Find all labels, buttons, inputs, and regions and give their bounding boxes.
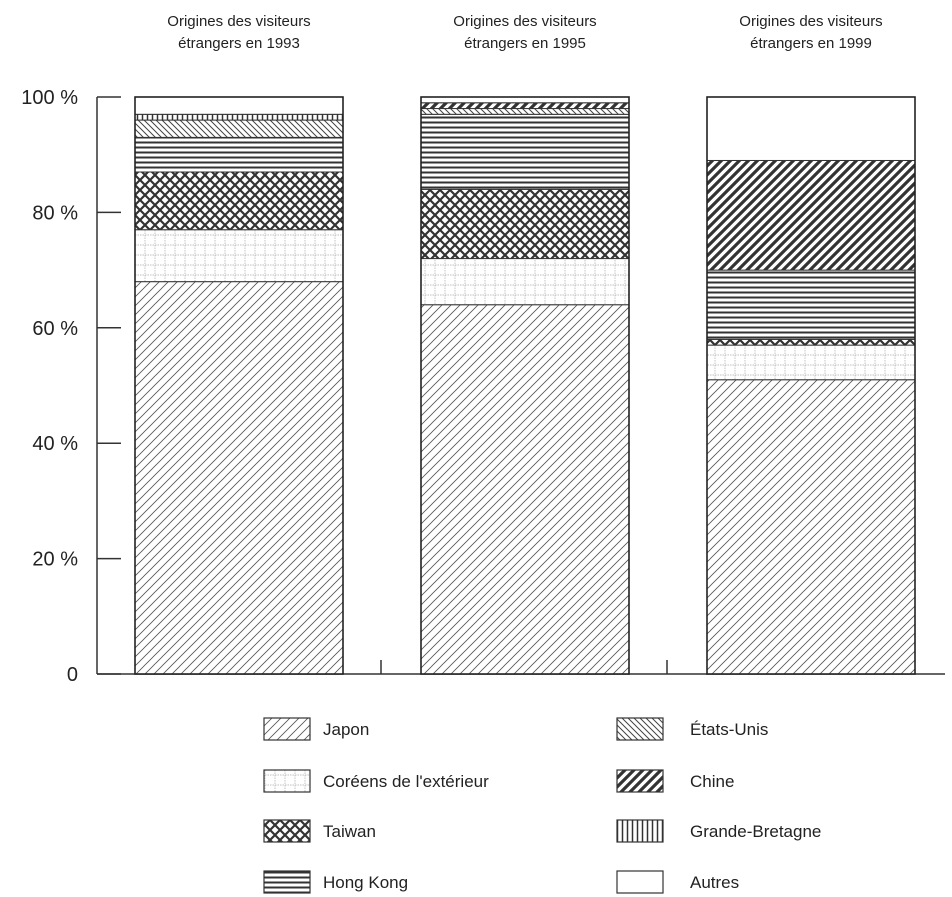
bar-segment-taiwan bbox=[421, 189, 629, 258]
legend-label-hong-kong: Hong Kong bbox=[323, 873, 408, 892]
legend-label-japon: Japon bbox=[323, 720, 369, 739]
bar-segment-hong-kong bbox=[707, 270, 915, 339]
y-tick-label: 20 % bbox=[32, 549, 78, 571]
category-titles: Origines des visiteurs étrangers en 1993 O… bbox=[167, 13, 882, 52]
bar-segment-taiwan bbox=[707, 339, 915, 345]
legend-swatch-taiwan bbox=[264, 820, 310, 842]
legend-swatch-etats-unis bbox=[617, 718, 663, 740]
legend-label-grande-bretagne: Grande-Bretagne bbox=[690, 822, 821, 841]
y-tick-label: 0 bbox=[67, 664, 78, 686]
bar-segment-etats-unis bbox=[421, 109, 629, 115]
bars bbox=[135, 97, 915, 674]
category-title-line: étrangers en 1993 bbox=[178, 35, 300, 52]
bar-segment-coreens-de-l-exterieur bbox=[707, 345, 915, 380]
bar-segment-autres bbox=[707, 97, 915, 160]
category-title-line: Origines des visiteurs bbox=[167, 13, 310, 30]
bar-segment-chine bbox=[421, 103, 629, 109]
category-title-line: étrangers en 1995 bbox=[464, 35, 586, 52]
legend-label-chine: Chine bbox=[690, 772, 734, 791]
bar-segment-grande-bretagne bbox=[135, 114, 343, 120]
legend-swatch-grande-bretagne bbox=[617, 820, 663, 842]
bar-segment-autres bbox=[421, 97, 629, 103]
bar-segment-japon bbox=[421, 305, 629, 674]
bar-segment-coreens-de-l-exterieur bbox=[421, 259, 629, 305]
legend-swatch-japon bbox=[264, 718, 310, 740]
legend: Japon Coréens de l'extérieur Taiwan Hong Ko… bbox=[264, 718, 821, 893]
bar-segment-hong-kong bbox=[135, 137, 343, 172]
bar-segment-chine bbox=[707, 160, 915, 270]
legend-swatch-coreens-de-l-exterieur bbox=[264, 770, 310, 792]
y-tick-label: 100 % bbox=[21, 87, 78, 109]
bar-segment-japon bbox=[707, 380, 915, 674]
legend-label-etats-unis: États-Unis bbox=[690, 720, 768, 739]
legend-swatch-chine bbox=[617, 770, 663, 792]
bar-segment-taiwan bbox=[135, 172, 343, 230]
bar-segment-hong-kong bbox=[421, 114, 629, 189]
legend-swatch-autres bbox=[617, 871, 663, 893]
legend-label-coreens-de-l-exterieur: Coréens de l'extérieur bbox=[323, 772, 489, 791]
category-title-line: étrangers en 1999 bbox=[750, 35, 872, 52]
y-tick-label: 60 % bbox=[32, 318, 78, 340]
y-tick-label: 80 % bbox=[32, 202, 78, 224]
legend-label-taiwan: Taiwan bbox=[323, 822, 376, 841]
legend-label-autres: Autres bbox=[690, 873, 739, 892]
bar-segment-etats-unis bbox=[135, 120, 343, 137]
bar-segment-coreens-de-l-exterieur bbox=[135, 230, 343, 282]
bar-segment-japon bbox=[135, 282, 343, 674]
bar-segment-autres bbox=[135, 97, 343, 114]
y-tick-label: 40 % bbox=[32, 433, 78, 455]
category-title-line: Origines des visiteurs bbox=[739, 13, 882, 30]
legend-swatch-hong-kong bbox=[264, 871, 310, 893]
category-title-line: Origines des visiteurs bbox=[453, 13, 596, 30]
